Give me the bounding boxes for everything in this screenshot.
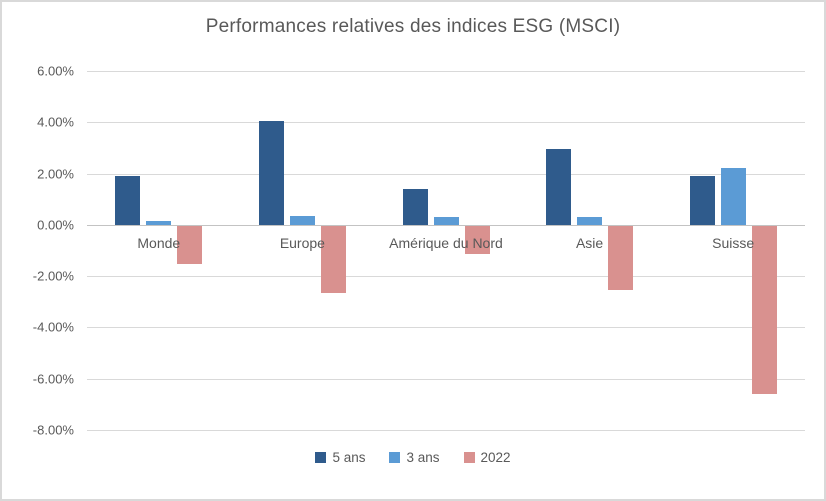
gridline <box>87 430 805 431</box>
bar-5-ans-asie <box>546 149 572 225</box>
legend-swatch-3-ans <box>389 452 401 463</box>
gridline <box>87 173 805 175</box>
y-tick-label: -4.00% <box>32 319 74 335</box>
y-tick-label: 6.00% <box>37 63 74 79</box>
legend-label: 5 ans <box>332 450 366 465</box>
legend-item-3-ans: 3 ans <box>389 450 440 465</box>
legend-swatch-2022 <box>463 452 475 463</box>
bar-3-ans-suisse <box>720 168 746 225</box>
gridline <box>87 71 805 72</box>
bar-5-ans-europe <box>258 121 284 225</box>
y-axis: 6.00% 4.00% 2.00% 0.00% -2.00% -4.00% -6.00% -8… <box>2 64 74 438</box>
legend-swatch-5-ans <box>315 452 327 463</box>
legend: 5 ans 3 ans 2022 <box>2 450 824 465</box>
gridline <box>87 276 805 278</box>
bar-2022-am-rique-du-nord <box>464 225 490 255</box>
legend-item-2022: 2022 <box>463 450 511 465</box>
bar-3-ans-asie <box>577 217 603 225</box>
gridline <box>87 378 805 380</box>
category-label-suisse: Suisse <box>712 234 755 251</box>
gridline <box>87 122 805 124</box>
category-label-asie: Asie <box>575 234 604 251</box>
plot-area: Monde Europe Amérique du Nord Asie Suisse <box>87 71 805 431</box>
y-tick-label: -8.00% <box>32 422 74 438</box>
chart-title: Performances relatives des indices ESG (… <box>205 16 621 37</box>
bar-2022-suisse <box>751 225 777 394</box>
category-label-monde: Monde <box>137 234 181 251</box>
legend-item-5-ans: 5 ans <box>315 450 365 465</box>
y-tick-label: 0.00% <box>37 217 74 233</box>
legend-label: 3 ans <box>406 450 440 465</box>
bar-2022-europe <box>320 225 346 293</box>
legend-label: 2022 <box>480 450 511 465</box>
bar-3-ans-europe <box>289 215 315 225</box>
bar-3-ans-am-rique-du-nord <box>433 217 459 225</box>
bar-5-ans-monde <box>115 176 141 225</box>
y-tick-label: -6.00% <box>32 371 74 387</box>
category-label-europe: Europe <box>279 234 325 251</box>
y-tick-label: 4.00% <box>37 114 74 130</box>
category-label-am-rique-du-nord: Amérique du Nord <box>389 234 503 251</box>
y-tick-label: -2.00% <box>32 268 74 284</box>
bar-2022-monde <box>177 225 203 265</box>
y-tick-label: 2.00% <box>37 166 74 182</box>
bar-5-ans-suisse <box>689 176 715 225</box>
bar-5-ans-am-rique-du-nord <box>402 188 428 225</box>
gridline <box>87 327 805 329</box>
x-axis-line <box>87 224 805 226</box>
bar-2022-asie <box>608 225 634 290</box>
bar-3-ans-monde <box>146 221 172 225</box>
